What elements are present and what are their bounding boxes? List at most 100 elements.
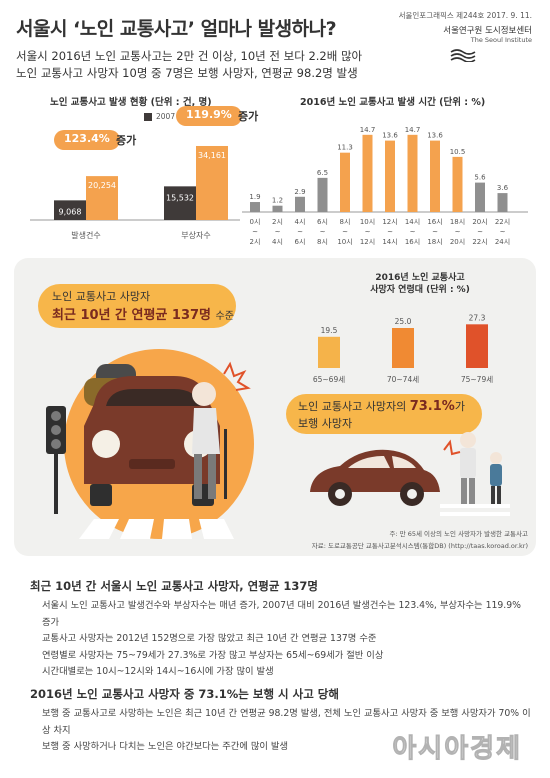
category-label: 발생건수 [71,230,100,240]
category-label: 부상자수 [181,230,210,240]
time-tick-start: 8시 [340,218,351,226]
fatality-average-suffix: 수준 [215,311,234,322]
time-bar-7 [407,134,418,212]
time-value-label: 1.2 [272,197,283,205]
age-bar-1 [392,328,414,368]
pedestrian-share-prefix: 노인 교통사고 사망자의 [298,400,407,413]
time-tick-start: 2시 [272,218,283,226]
time-tick-end: 2시 [250,238,261,246]
time-tick-start: 6시 [317,218,328,226]
time-value-label: 13.6 [427,132,443,140]
summary-text: 서울시 2016년 노인 교통사고는 2만 건 이상, 10년 전 보다 2.2… [16,48,362,82]
pedestrian-accident-illustration [310,432,510,516]
alert-burst-small-icon [443,439,461,456]
org-name-en: The Seoul Institute [470,36,532,44]
time-bar-0 [250,202,260,212]
time-chart-title: 2016년 노인 교통사고 발생 시간 (단위 : %) [300,97,486,108]
age-bar-2 [466,324,488,368]
time-tick-sep: ~ [342,228,348,236]
time-tick-sep: ~ [410,228,416,236]
watermark: 아시아경제 [392,734,522,765]
accident-increase-suffix: 증가 [116,134,137,147]
time-tick-sep: ~ [297,228,303,236]
age-chart-title: 2016년 노인 교통사고 사망자 연령대 (단위 : %) [340,272,500,296]
time-tick-end: 4시 [272,238,283,246]
time-tick-sep: ~ [387,228,393,236]
time-tick-sep: ~ [365,228,371,236]
section1-title: 최근 10년 간 서울시 노인 교통사고 사망자, 연평균 137명 [30,579,319,593]
time-value-label: 13.6 [382,132,398,140]
age-category-label: 65~69세 [313,375,345,384]
bar-2007-1 [164,186,196,220]
data-label: 9,068 [59,207,82,216]
time-value-label: 3.6 [497,184,509,192]
section2-bullet: 보행 중 교통사고로 사망하는 노인은 최근 10년 간 연평균 98.2명 발… [42,708,531,736]
time-bar-11 [497,193,508,212]
traffic-light-icon [46,406,66,514]
time-tick-end: 20시 [450,238,465,246]
time-tick-sep: ~ [252,228,258,236]
elderly-pedestrian-icon [192,382,227,499]
seoul-institute-logo: 서울연구원 도시정보센터 The Seoul Institute [442,24,532,66]
age-category-label: 70~74세 [387,375,419,384]
section1-bullet: 연령별로 사망자는 75~79세가 27.3%로 가장 많고 부상자는 65세~… [42,649,384,661]
issue-number: 서울인포그래픽스 제244호 2017. 9. 11. [398,11,532,20]
time-tick-start: 12시 [382,218,397,226]
time-tick-start: 10시 [360,218,375,226]
section1-bullet: 시간대별로는 10시~12시와 14시~16시에 가장 많이 발생 [42,666,274,677]
data-label: 34,161 [198,151,226,160]
time-tick-sep: ~ [500,228,506,236]
org-name-kr: 서울연구원 도시정보센터 [443,26,532,36]
time-tick-end: 24시 [495,238,510,246]
time-bar-3 [317,177,328,212]
bar-2016-1 [196,145,228,220]
pedestrian-callout-bubble [286,394,482,434]
pedestrian-share-suffix: 가 [454,400,465,413]
summary-line-1: 서울시 2016년 노인 교통사고는 2만 건 이상, 10년 전 보다 2.2… [16,49,363,63]
time-value-label: 11.3 [337,144,353,152]
pedestrian-share-value: 73.1% [409,399,455,414]
elderly-couple-icon [460,432,502,504]
legend-label-2007: 2007 [156,112,176,121]
time-tick-end: 12시 [360,238,375,246]
section2-bullets: 보행 중 교통사고로 사망하는 노인은 최근 10년 간 연평균 98.2명 발… [42,706,532,756]
bar-2016-0 [86,176,118,220]
time-tick-sep: ~ [477,228,483,236]
fatality-label: 노인 교통사고 사망자 [52,290,151,303]
fatality-average-text: 최근 10년 간 연평균 137명 [52,308,212,323]
section1-bullet: 교통사고 사망자는 2012년 152명으로 가장 많았고 최근 10년 간 연… [42,633,377,644]
age-chart-title-1: 2016년 노인 교통사고 [375,273,465,283]
time-value-label: 14.7 [405,126,421,134]
time-tick-start: 18시 [450,218,465,226]
top-section: 서울시 ‘노인 교통사고’ 얼마나 발생하나? 서울인포그래픽스 제244호 2… [0,0,550,258]
time-value-label: 14.7 [360,126,376,134]
summary-line-2: 노인 교통사고 사망자 10명 중 7명은 보행 사망자, 연평균 98.2명 … [16,66,358,80]
accident-bar-chart: 9,068 20,254 발생건수 15,532 34,161 부상자수 [30,145,240,240]
time-tick-sep: ~ [432,228,438,236]
time-tick-start: 0시 [250,218,261,226]
accident-chart-title: 노인 교통사고 발생 현황 (단위 : 건, 명) [50,97,212,108]
injury-increase-callout: 119.9% [176,106,242,126]
time-bar-4 [340,152,350,212]
time-value-label: 6.5 [317,169,328,177]
time-tick-start: 4시 [295,218,306,226]
data-label: 20,254 [88,181,116,190]
car-side-icon [310,449,440,506]
time-value-label: 10.5 [450,148,466,156]
time-tick-end: 8시 [317,238,328,246]
time-tick-start: 16시 [427,218,442,226]
crosswalk [79,519,234,539]
time-tick-end: 10시 [337,238,352,246]
time-bar-2 [295,196,305,212]
fatality-average: 최근 10년 간 연평균 137명 수준 [52,304,234,323]
page-title: 서울시 ‘노인 교통사고’ 얼마나 발생하나? [16,18,337,40]
time-value-label: 1.9 [249,193,260,201]
time-tick-start: 20시 [472,218,487,226]
age-value-label: 27.3 [469,313,486,322]
crosswalk-side [440,504,510,516]
time-tick-start: 14시 [405,218,420,226]
bar-2007-0 [54,200,86,220]
section1-bullet: 서울시 노인 교통사고 발생건수와 부상자수는 매년 증가, 2007년 대비 … [42,600,522,628]
data-source: 자료: 도로교통공단 교통사고분석시스템(통합DB) (http://taas.… [311,542,528,550]
section2-bullet: 보행 중 사망하거나 다치는 노인은 야간보다는 주간에 많이 발생 [42,741,289,752]
